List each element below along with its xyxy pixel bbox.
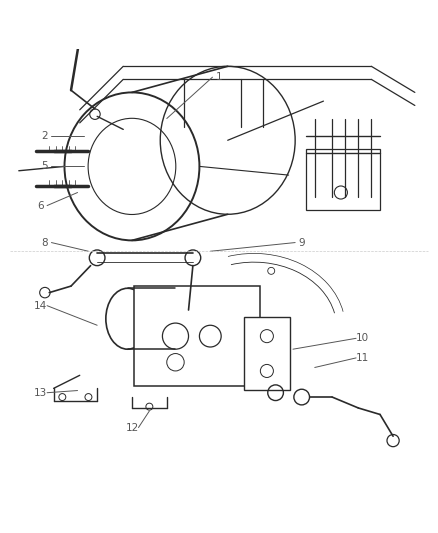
Text: 5: 5 <box>42 161 48 172</box>
Text: 13: 13 <box>34 387 47 398</box>
Text: 10: 10 <box>356 333 369 343</box>
FancyBboxPatch shape <box>134 286 260 386</box>
Text: 8: 8 <box>42 238 48 247</box>
Text: 6: 6 <box>37 200 44 211</box>
Text: 1: 1 <box>215 72 223 82</box>
Text: 11: 11 <box>356 353 369 363</box>
Text: 9: 9 <box>298 238 305 247</box>
Text: 2: 2 <box>42 131 48 141</box>
FancyBboxPatch shape <box>306 149 380 210</box>
Text: 14: 14 <box>34 301 47 311</box>
Text: 12: 12 <box>125 423 138 433</box>
FancyBboxPatch shape <box>244 318 290 390</box>
